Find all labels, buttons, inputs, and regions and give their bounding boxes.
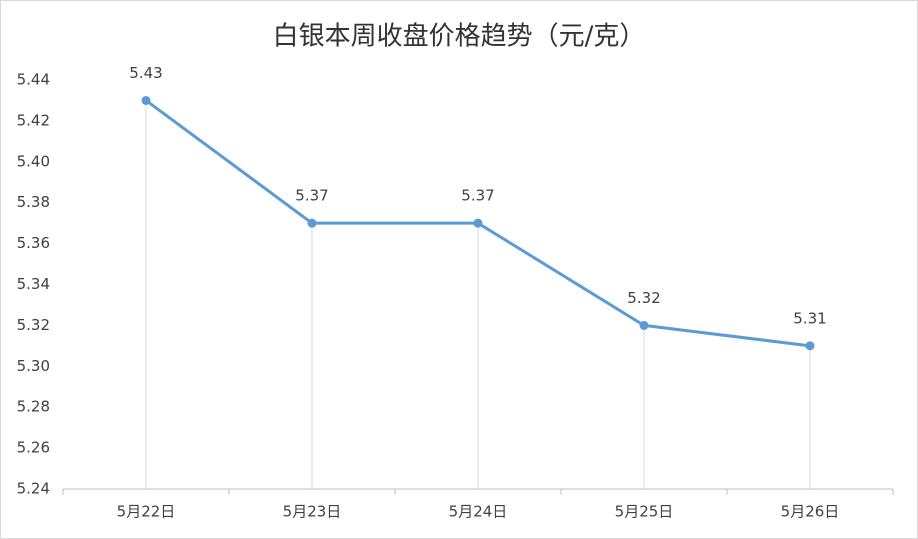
data-label: 5.37 — [461, 187, 494, 205]
marker — [307, 218, 317, 228]
y-tick-label: 5.38 — [17, 193, 50, 211]
x-tick-label: 5月26日 — [781, 503, 840, 521]
data-label: 5.43 — [129, 64, 162, 82]
data-label: 5.37 — [295, 187, 328, 205]
marker — [639, 320, 649, 330]
x-tick-label: 5月23日 — [283, 503, 342, 521]
data-label: 5.31 — [793, 309, 826, 327]
y-tick-label: 5.30 — [17, 357, 50, 375]
x-tick-label: 5月24日 — [449, 503, 508, 521]
marker — [141, 95, 151, 105]
y-tick-label: 5.26 — [17, 439, 50, 457]
y-tick-label: 5.32 — [17, 316, 50, 334]
chart-title: 白银本周收盘价格趋势（元/克） — [273, 22, 646, 52]
marker — [805, 341, 815, 351]
y-tick-label: 5.24 — [17, 480, 50, 498]
y-tick-label: 5.40 — [17, 152, 50, 170]
data-label: 5.32 — [627, 289, 660, 307]
y-tick-label: 5.42 — [17, 111, 50, 129]
y-tick-label: 5.44 — [17, 71, 50, 89]
marker — [473, 218, 483, 228]
y-tick-label: 5.34 — [17, 275, 50, 293]
y-tick-label: 5.28 — [17, 398, 50, 416]
y-tick-label: 5.36 — [17, 234, 50, 252]
x-tick-label: 5月22日 — [117, 503, 176, 521]
x-tick-label: 5月25日 — [615, 503, 674, 521]
